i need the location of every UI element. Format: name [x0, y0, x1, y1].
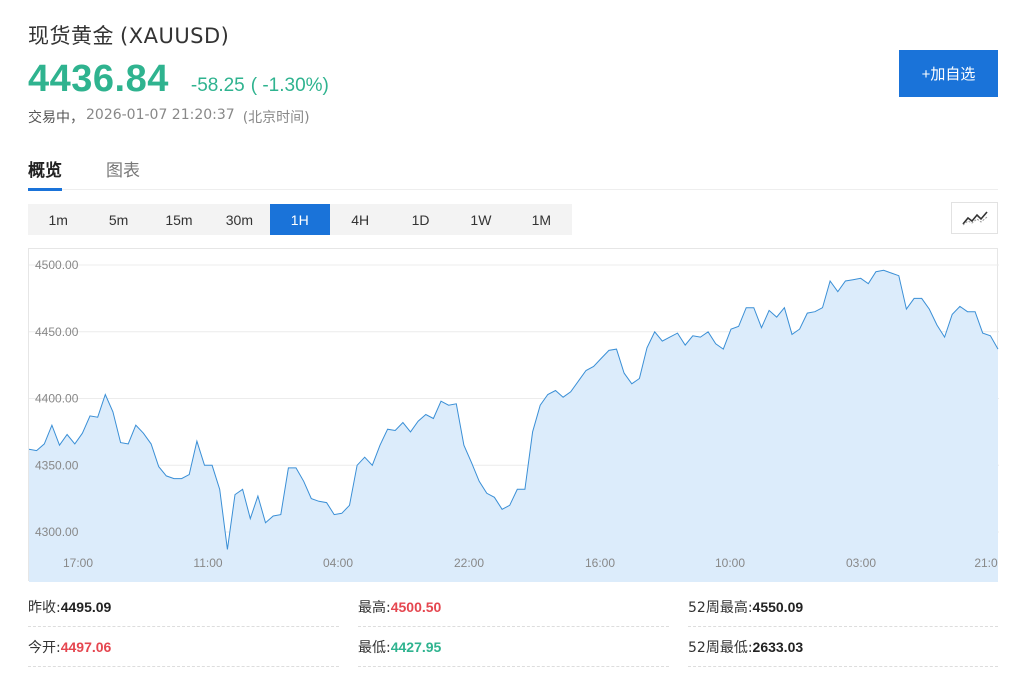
period-selector: 1m 5m 15m 30m 1H 4H 1D 1W 1M — [28, 204, 572, 235]
period-1w[interactable]: 1W — [470, 211, 492, 228]
period-1mo[interactable]: 1M — [531, 211, 552, 228]
stat-label: 最低: — [358, 639, 391, 656]
stats-row: 昨收: 4495.09 最高: 4500.50 52周最高: 4550.09 — [28, 587, 998, 627]
period-15m[interactable]: 15m — [165, 211, 193, 228]
stat-label: 52周最高: — [688, 599, 753, 616]
price-line — [29, 269, 999, 550]
stat-label: 最高: — [358, 599, 391, 616]
instrument-code: (XAUUSD) — [120, 24, 230, 48]
y-tick-label: 4350.00 — [35, 458, 79, 472]
stat-value: 4550.09 — [752, 598, 804, 615]
stat-label: 今开: — [28, 639, 61, 656]
quote-time: 2026-01-07 21:20:37 — [86, 107, 235, 123]
chart-type-button[interactable] — [951, 202, 998, 234]
price-change: -58.25( -1.30%) — [191, 75, 329, 97]
stat-open: 今开: 4497.06 — [28, 627, 339, 667]
stat-value: 4500.50 — [390, 598, 442, 615]
stats-row: 今开: 4497.06 最低: 4427.95 52周最低: 2633.03 — [28, 627, 998, 667]
price-chart-panel[interactable]: 4500.00 4450.00 4400.00 4350.00 4300.00 17:00… — [28, 248, 999, 582]
x-tick-label: 11:00 — [193, 556, 222, 570]
x-tick-label: 21:0 — [974, 556, 998, 570]
period-30m[interactable]: 30m — [225, 211, 253, 228]
price-chart[interactable]: 4500.00 4450.00 4400.00 4350.00 4300.00 17:00… — [29, 249, 999, 582]
x-tick-label: 22:00 — [454, 556, 484, 570]
stat-prev-close: 昨收: 4495.09 — [28, 587, 339, 627]
last-price: 4436.84 — [28, 58, 169, 100]
change-percent: ( -1.30%) — [250, 75, 329, 96]
stat-low: 最低: 4427.95 — [358, 627, 669, 667]
stat-value: 4427.95 — [390, 638, 442, 655]
period-5m[interactable]: 5m — [108, 211, 129, 228]
price-area — [29, 270, 998, 582]
x-tick-label: 16:00 — [585, 556, 615, 570]
tab-chart[interactable]: 图表 — [106, 161, 140, 181]
stat-value: 4497.06 — [60, 638, 112, 655]
change-value: -58.25 — [190, 75, 245, 96]
instrument-title: 现货黄金 (XAUUSD) — [28, 20, 229, 50]
stat-value: 2633.03 — [752, 638, 804, 655]
stat-value: 4495.09 — [60, 598, 112, 615]
x-tick-label: 17:00 — [63, 556, 93, 570]
stat-label: 52周最低: — [688, 639, 753, 656]
add-to-watchlist-button[interactable]: +加自选 — [899, 50, 998, 97]
y-tick-label: 4400.00 — [35, 392, 79, 406]
period-4h[interactable]: 4H — [351, 211, 370, 228]
x-tick-label: 10:00 — [715, 556, 745, 570]
stat-52w-high: 52周最高: 4550.09 — [688, 587, 998, 627]
stat-52w-low: 52周最低: 2633.03 — [688, 627, 998, 667]
period-1m[interactable]: 1m — [48, 211, 68, 228]
tab-overview[interactable]: 概览 — [28, 152, 62, 191]
x-tick-label: 04:00 — [323, 556, 353, 570]
status-label: 交易中， — [28, 110, 84, 126]
trading-status: 交易中， 2026-01-07 21:20:37 (北京时间) — [28, 107, 310, 127]
timezone-label: (北京时间) — [242, 110, 310, 126]
quote-stats: 昨收: 4495.09 最高: 4500.50 52周最高: 4550.09 今… — [28, 587, 998, 667]
instrument-name: 现货黄金 — [28, 24, 114, 48]
period-1h[interactable]: 1H — [269, 204, 330, 235]
period-1d[interactable]: 1D — [411, 211, 430, 228]
x-tick-label: 03:00 — [846, 556, 876, 570]
y-tick-label: 4500.00 — [35, 258, 79, 272]
price-row: 4436.84 -58.25( -1.30%) — [28, 58, 329, 101]
y-tick-label: 4300.00 — [35, 525, 79, 539]
line-chart-icon — [961, 211, 988, 226]
view-tabs: 概览 图表 — [28, 152, 998, 191]
stat-high: 最高: 4500.50 — [358, 587, 669, 627]
y-tick-label: 4450.00 — [35, 325, 79, 339]
stat-label: 昨收: — [28, 599, 61, 616]
